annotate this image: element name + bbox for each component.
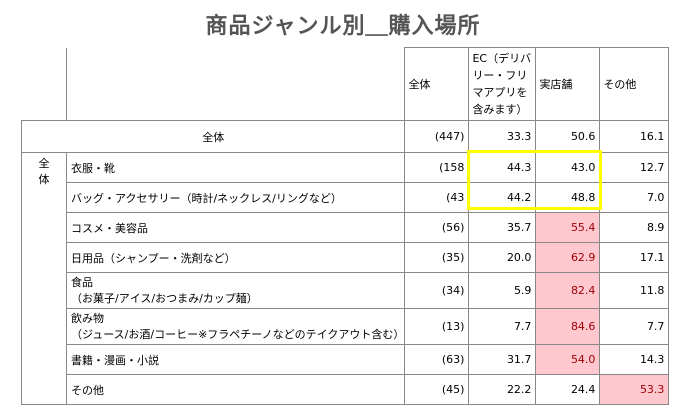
total-ec: 33.3: [468, 120, 537, 153]
page-title: 商品ジャンル別＿購入場所: [205, 14, 481, 39]
row-store: 62.9: [535, 242, 601, 273]
row-label: 飲み物 （ジュース/お酒/コーヒー※フラペチーノなどのテイクアウト含む）: [65, 308, 406, 345]
row-other: 17.1: [599, 242, 670, 273]
purchase-location-table: 全体 EC（デリバ リー・フリ マアプリを 含みます） 実店舗 その他 全体 (…: [20, 47, 670, 405]
row-ec: 22.2: [468, 374, 537, 405]
row-other: 12.7: [599, 152, 670, 183]
total-store: 50.6: [535, 120, 601, 153]
row-store: 24.4: [535, 374, 601, 405]
header-row: 全体 EC（デリバ リー・フリ マアプリを 含みます） 実店舗 その他: [21, 47, 670, 121]
table-row: 食品 （お菓子/アイス/おつまみ/カップ麺） (34) 5.9 82.4 11.8: [22, 272, 670, 309]
row-store: 55.4: [535, 212, 601, 243]
row-label: 書籍・漫画・小説: [65, 344, 406, 375]
header-all: 全体: [404, 47, 470, 121]
row-other: 14.3: [599, 344, 670, 375]
row-ec: 44.2: [468, 182, 537, 213]
row-label: 衣服・靴: [65, 152, 406, 183]
row-n: (56): [404, 212, 470, 243]
row-n: (13): [404, 308, 470, 345]
table-row: 飲み物 （ジュース/お酒/コーヒー※フラペチーノなどのテイクアウト含む） (13)…: [22, 308, 670, 345]
table-row: バッグ・アクセサリー（時計/ネックレス/リングなど） (43 44.2 48.8…: [22, 182, 670, 213]
row-ec: 7.7: [468, 308, 537, 345]
row-ec: 31.7: [468, 344, 537, 375]
row-store: 48.8: [535, 182, 601, 213]
table-row: その他 (45) 22.2 24.4 53.3: [22, 374, 670, 405]
row-label: 日用品（シャンプー・洗剤など）: [65, 242, 406, 273]
row-other: 8.9: [599, 212, 670, 243]
row-other: 53.3: [599, 374, 670, 405]
row-store: 84.6: [535, 308, 601, 345]
row-n: (35): [404, 242, 470, 273]
row-label: コスメ・美容品: [65, 212, 406, 243]
row-n: (45): [404, 374, 470, 405]
total-row: 全体 (447) 33.3 50.6 16.1: [20, 120, 670, 153]
row-store: 82.4: [535, 272, 601, 309]
row-ec: 35.7: [468, 212, 537, 243]
row-label: バッグ・アクセサリー（時計/ネックレス/リングなど）: [65, 182, 406, 213]
row-ec: 44.3: [468, 152, 537, 183]
row-n: (63): [404, 344, 470, 375]
table-row: 日用品（シャンプー・洗剤など） (35) 20.0 62.9 17.1: [22, 242, 670, 273]
total-n: (447): [404, 120, 470, 153]
header-other: その他: [599, 47, 670, 121]
row-n: (34): [404, 272, 470, 309]
header-empty-cell: [21, 47, 67, 121]
row-label: その他: [65, 374, 406, 405]
row-other: 7.7: [599, 308, 670, 345]
table-row: コスメ・美容品 (56) 35.7 55.4 8.9: [22, 212, 670, 243]
header-store: 実店舗: [535, 47, 601, 121]
row-n: (158: [404, 152, 470, 183]
row-ec: 5.9: [468, 272, 537, 309]
header-ec: EC（デリバ リー・フリ マアプリを 含みます）: [468, 47, 537, 121]
row-other: 11.8: [599, 272, 670, 309]
row-other: 7.0: [599, 182, 670, 213]
total-other: 16.1: [599, 120, 670, 153]
row-store: 54.0: [535, 344, 601, 375]
total-label: 全体: [20, 120, 406, 153]
table-row: 書籍・漫画・小説 (63) 31.7 54.0 14.3: [22, 344, 670, 375]
row-ec: 20.0: [468, 242, 537, 273]
row-label: 食品 （お菓子/アイス/おつまみ/カップ麺）: [65, 272, 406, 309]
row-store: 43.0: [535, 152, 601, 183]
side-label: 全体: [21, 152, 67, 405]
table-row: 全体 衣服・靴 (158 44.3 43.0 12.7: [21, 152, 670, 405]
row-n: (43: [404, 182, 470, 213]
header-empty-cell: [66, 47, 406, 121]
